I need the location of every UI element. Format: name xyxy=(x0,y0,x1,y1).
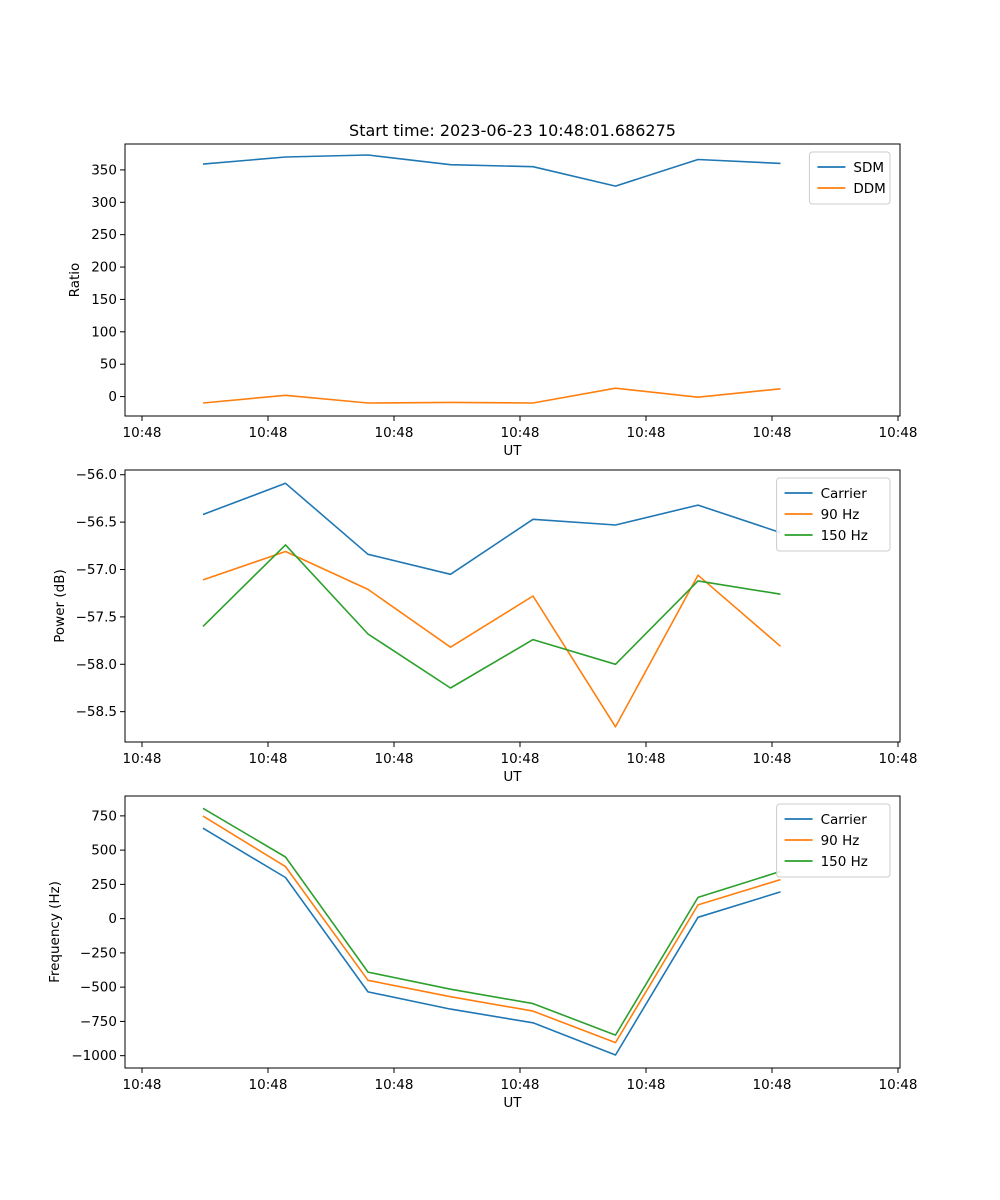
series-line-carrier xyxy=(202,827,781,1056)
y-tick-label: −56.0 xyxy=(76,467,117,483)
y-tick-label: −58.0 xyxy=(76,657,117,673)
legend-label: Carrier xyxy=(821,486,868,502)
x-tick-label: 10:48 xyxy=(753,1077,792,1093)
y-tick-label: 300 xyxy=(91,195,117,211)
x-tick-label: 10:48 xyxy=(375,425,414,441)
axes-frame xyxy=(124,795,901,1069)
y-tick-label: −500 xyxy=(80,980,117,996)
y-tick-label: −57.5 xyxy=(76,609,117,625)
x-tick-label: 10:48 xyxy=(879,1077,918,1093)
x-tick-label: 10:48 xyxy=(375,1077,414,1093)
legend-label: SDM xyxy=(853,160,884,176)
x-tick-label: 10:48 xyxy=(249,425,288,441)
x-axis-label: UT xyxy=(503,443,522,459)
y-tick-label: 500 xyxy=(91,843,117,859)
y-tick-label: 0 xyxy=(108,389,117,405)
y-axis-label: Power (dB) xyxy=(52,569,68,642)
x-tick-label: 10:48 xyxy=(627,751,666,767)
y-tick-label: 250 xyxy=(91,877,117,893)
x-tick-label: 10:48 xyxy=(753,751,792,767)
series-line-150-hz xyxy=(202,807,781,1036)
x-tick-label: 10:48 xyxy=(123,751,162,767)
series-line-90-hz xyxy=(202,815,781,1044)
subplot-ratio: Start time: 2023-06-23 10:48:01.686275 R… xyxy=(67,121,917,459)
y-tick-label: 100 xyxy=(91,324,117,340)
x-tick-label: 10:48 xyxy=(249,751,288,767)
x-axis-label: UT xyxy=(503,769,522,785)
subplot-frequency: Frequency (Hz) UT −1000 −750 −500 −250 0 250 5… xyxy=(47,795,918,1111)
y-tick-label: −58.5 xyxy=(76,704,117,720)
series-line-90-hz xyxy=(202,550,782,728)
x-tick-label: 10:48 xyxy=(375,751,414,767)
series-line-150-hz xyxy=(202,544,781,689)
y-tick-label: 350 xyxy=(91,162,117,178)
x-tick-label: 10:48 xyxy=(627,1077,666,1093)
y-tick-label: 150 xyxy=(91,292,117,308)
x-tick-label: 10:48 xyxy=(879,425,918,441)
legend-label: Carrier xyxy=(821,812,868,828)
y-tick-label: −56.5 xyxy=(76,515,117,531)
axes-frame xyxy=(124,469,901,743)
series-line-sdm xyxy=(202,154,781,187)
legend-box xyxy=(776,803,891,878)
y-tick-label: 50 xyxy=(100,357,117,373)
axes-frame xyxy=(124,143,901,417)
y-tick-label: 200 xyxy=(91,260,117,276)
y-axis-label: Frequency (Hz) xyxy=(47,881,63,983)
chart-title: Start time: 2023-06-23 10:48:01.686275 xyxy=(349,121,676,140)
legend-label: 90 Hz xyxy=(821,507,860,523)
y-tick-label: 250 xyxy=(91,227,117,243)
y-tick-label: −750 xyxy=(80,1014,117,1030)
legend-box xyxy=(808,151,891,205)
x-tick-label: 10:48 xyxy=(501,425,540,441)
legend-label: 90 Hz xyxy=(821,833,860,849)
x-tick-label: 10:48 xyxy=(249,1077,288,1093)
y-tick-label: −250 xyxy=(80,945,117,961)
y-tick-label: −1000 xyxy=(71,1048,117,1064)
x-tick-label: 10:48 xyxy=(123,1077,162,1093)
x-tick-label: 10:48 xyxy=(501,1077,540,1093)
x-tick-label: 10:48 xyxy=(753,425,792,441)
x-tick-label: 10:48 xyxy=(501,751,540,767)
legend-box xyxy=(776,477,891,552)
series-line-carrier xyxy=(202,482,781,576)
x-axis-label: UT xyxy=(503,1095,522,1111)
y-tick-label: 750 xyxy=(91,808,117,824)
x-tick-label: 10:48 xyxy=(879,751,918,767)
x-tick-label: 10:48 xyxy=(123,425,162,441)
series-line-ddm xyxy=(202,387,781,404)
y-tick-label: 0 xyxy=(108,911,117,927)
legend-label: DDM xyxy=(853,181,885,197)
legend-label: 150 Hz xyxy=(821,528,868,544)
y-axis-label: Ratio xyxy=(67,263,83,298)
legend-label: 150 Hz xyxy=(821,854,868,870)
subplot-power: Power (dB) UT −58.5 −58.0 −57.5 −57.0 −56.5 −… xyxy=(52,467,917,785)
x-tick-label: 10:48 xyxy=(627,425,666,441)
y-tick-label: −57.0 xyxy=(76,562,117,578)
